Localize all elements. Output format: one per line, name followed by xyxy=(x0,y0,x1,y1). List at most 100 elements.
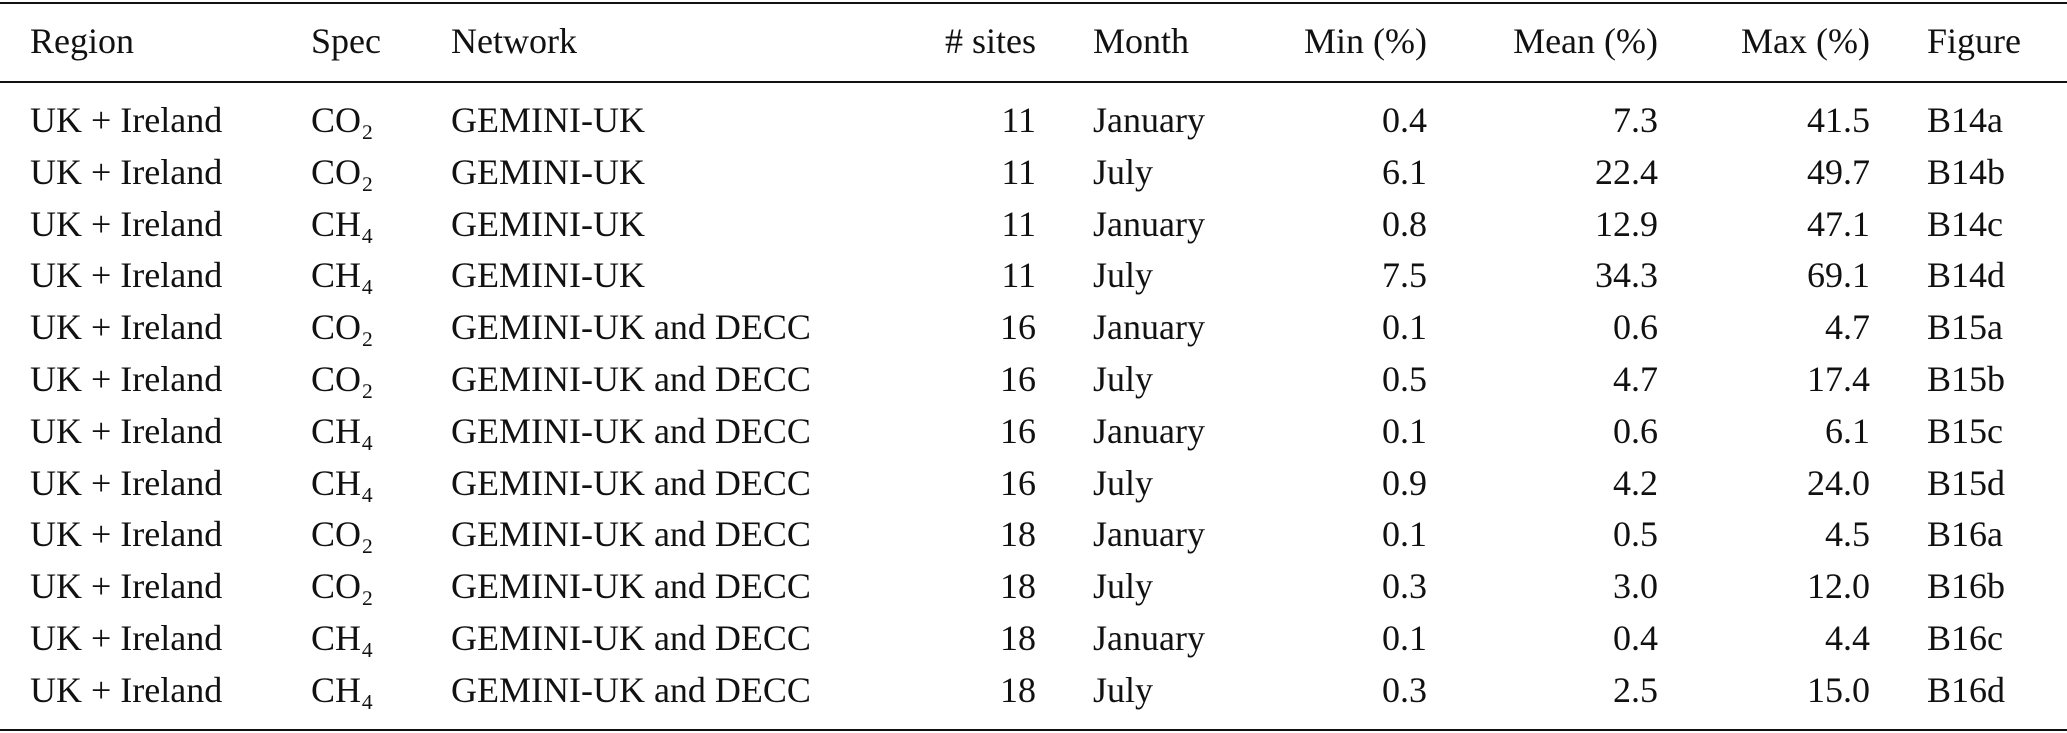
cell-sites: 16 xyxy=(1000,307,1036,348)
bottom-rule xyxy=(0,729,2067,731)
header-spec: Spec xyxy=(311,21,381,61)
cell-network: GEMINI-UK and DECC xyxy=(451,618,811,658)
header-mean: Mean (%) xyxy=(1513,21,1658,61)
cell-min: 0.1 xyxy=(1382,618,1427,658)
cell-month: January xyxy=(1093,514,1205,555)
cell-network: GEMINI-UK and DECC xyxy=(451,359,811,399)
cell-min: 0.1 xyxy=(1382,307,1427,348)
cell-mean: 7.3 xyxy=(1613,100,1658,140)
header-min: Min (%) xyxy=(1304,21,1427,61)
cell-spec: CH₄ xyxy=(311,618,374,658)
cell-figure: B16b xyxy=(1927,566,2006,607)
cell-network: GEMINI-UK xyxy=(451,100,645,140)
cell-mean: 0.5 xyxy=(1613,514,1658,555)
cell-region: UK + Ireland xyxy=(30,100,223,140)
cell-region: UK + Ireland xyxy=(30,462,223,503)
cell-max: 12.0 xyxy=(1807,566,1870,607)
cell-network: GEMINI-UK and DECC xyxy=(451,566,811,607)
cell-max: 47.1 xyxy=(1807,203,1870,244)
cell-mean: 2.5 xyxy=(1613,669,1658,710)
cell-region: UK + Ireland xyxy=(30,618,223,658)
cell-max: 4.5 xyxy=(1825,514,1870,555)
cell-max: 4.4 xyxy=(1825,618,1870,658)
cell-spec: CO₂ xyxy=(311,151,374,192)
cell-month: July xyxy=(1093,255,1154,296)
cell-max: 41.5 xyxy=(1807,100,1870,140)
cell-region: UK + Ireland xyxy=(30,255,223,296)
cell-month: January xyxy=(1093,203,1205,244)
cell-month: January xyxy=(1093,100,1205,140)
cell-min: 0.4 xyxy=(1382,100,1427,140)
header-figure: Figure xyxy=(1927,21,2021,61)
cell-spec: CH₄ xyxy=(311,669,374,710)
cell-figure: B16d xyxy=(1927,669,2006,710)
header-sites: # sites xyxy=(944,21,1036,61)
cell-network: GEMINI-UK xyxy=(451,255,645,296)
cell-figure: B14c xyxy=(1927,203,2003,244)
cell-mean: 3.0 xyxy=(1613,566,1658,607)
cell-network: GEMINI-UK and DECC xyxy=(451,462,811,503)
cell-figure: B15d xyxy=(1927,462,2006,503)
cell-spec: CO₂ xyxy=(311,359,374,399)
cell-month: January xyxy=(1093,618,1205,658)
cell-network: GEMINI-UK and DECC xyxy=(451,410,811,451)
cell-mean: 0.6 xyxy=(1613,307,1658,348)
cell-month: July xyxy=(1093,669,1154,710)
header-rule xyxy=(0,81,2067,83)
cell-min: 0.1 xyxy=(1382,410,1427,451)
cell-month: January xyxy=(1093,410,1205,451)
cell-max: 15.0 xyxy=(1807,669,1870,710)
cell-region: UK + Ireland xyxy=(30,514,223,555)
cell-max: 24.0 xyxy=(1807,462,1870,503)
cell-spec: CO₂ xyxy=(311,307,374,348)
top-rule xyxy=(0,2,2067,4)
cell-network: GEMINI-UK and DECC xyxy=(451,307,811,348)
cell-sites: 16 xyxy=(1000,410,1036,451)
header-month: Month xyxy=(1093,21,1190,61)
cell-min: 0.3 xyxy=(1382,669,1427,710)
header-region: Region xyxy=(30,21,134,61)
cell-sites: 16 xyxy=(1000,462,1036,503)
cell-spec: CO₂ xyxy=(311,566,374,607)
cell-max: 17.4 xyxy=(1807,359,1870,399)
cell-figure: B16c xyxy=(1927,618,2003,658)
cell-sites: 18 xyxy=(1000,669,1036,710)
cell-figure: B15b xyxy=(1927,359,2006,399)
cell-region: UK + Ireland xyxy=(30,410,223,451)
cell-mean: 22.4 xyxy=(1595,151,1658,192)
cell-max: 49.7 xyxy=(1807,151,1870,192)
cell-spec: CH₄ xyxy=(311,462,374,503)
cell-region: UK + Ireland xyxy=(30,359,223,399)
cell-spec: CO₂ xyxy=(311,100,374,140)
cell-network: GEMINI-UK and DECC xyxy=(451,669,811,710)
cell-mean: 0.6 xyxy=(1613,410,1658,451)
cell-sites: 18 xyxy=(1000,514,1036,555)
cell-region: UK + Ireland xyxy=(30,307,223,348)
cell-region: UK + Ireland xyxy=(30,566,223,607)
cell-network: GEMINI-UK and DECC xyxy=(451,514,811,555)
cell-mean: 0.4 xyxy=(1613,618,1658,658)
cell-region: UK + Ireland xyxy=(30,203,223,244)
cell-network: GEMINI-UK xyxy=(451,203,645,244)
cell-mean: 34.3 xyxy=(1595,255,1658,296)
cell-min: 0.1 xyxy=(1382,514,1427,555)
cell-mean: 12.9 xyxy=(1595,203,1658,244)
cell-sites: 11 xyxy=(1001,255,1036,296)
cell-min: 0.3 xyxy=(1382,566,1427,607)
cell-min: 0.9 xyxy=(1382,462,1427,503)
cell-min: 7.5 xyxy=(1382,255,1427,296)
header-max: Max (%) xyxy=(1741,21,1870,61)
cell-month: July xyxy=(1093,462,1154,503)
cell-sites: 16 xyxy=(1000,359,1036,399)
cell-region: UK + Ireland xyxy=(30,151,223,192)
cell-max: 4.7 xyxy=(1825,307,1870,348)
cell-min: 6.1 xyxy=(1382,151,1427,192)
cell-sites: 11 xyxy=(1001,100,1036,140)
cell-spec: CH₄ xyxy=(311,410,374,451)
cell-figure: B14b xyxy=(1927,151,2006,192)
cell-sites: 18 xyxy=(1000,566,1036,607)
cell-figure: B16a xyxy=(1927,514,2003,555)
cell-spec: CH₄ xyxy=(311,203,374,244)
cell-sites: 18 xyxy=(1000,618,1036,658)
cell-network: GEMINI-UK xyxy=(451,151,645,192)
